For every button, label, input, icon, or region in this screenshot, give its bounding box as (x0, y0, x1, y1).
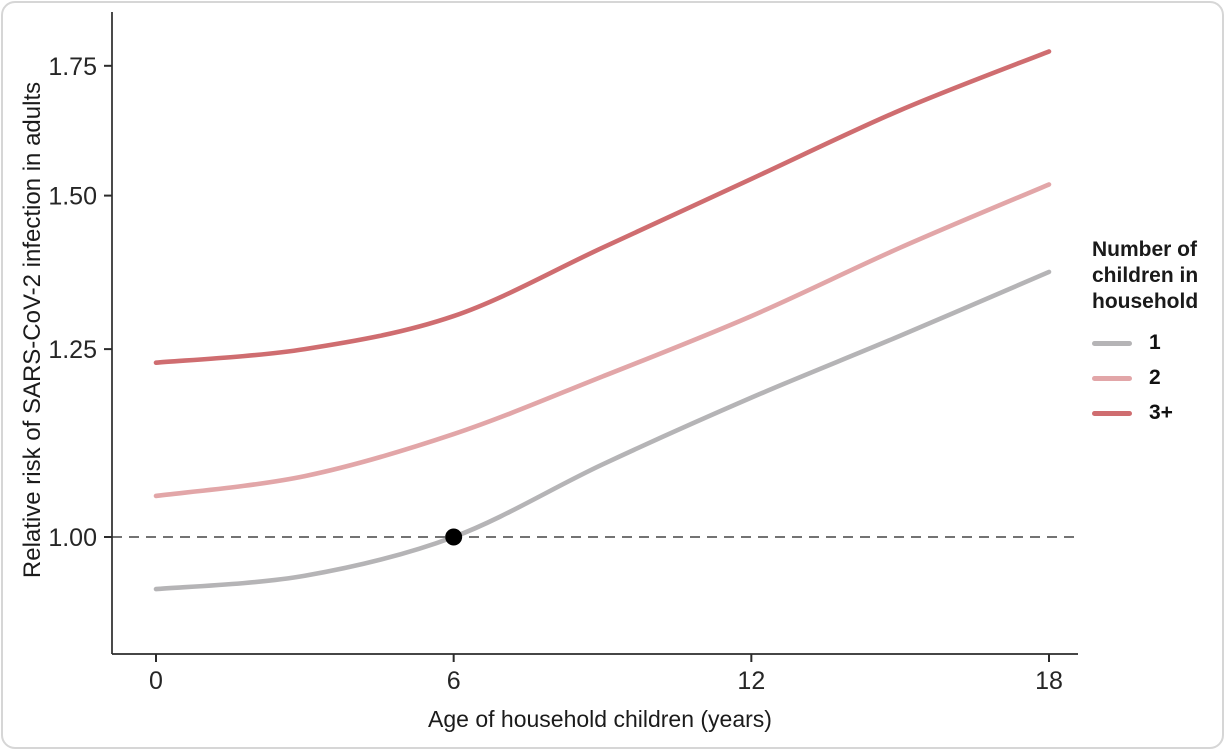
y-tick-label: 1.50 (48, 183, 97, 211)
legend-items: 1 2 3+ (1092, 331, 1222, 425)
legend-item-label: 3+ (1149, 401, 1173, 425)
legend-title: Number of children in household (1092, 238, 1199, 314)
x-tick-label: 18 (1035, 667, 1063, 695)
series-line-1 (153, 269, 1052, 592)
annotation-group (445, 528, 463, 546)
x-tick-label: 0 (149, 667, 163, 695)
series-group (153, 49, 1052, 592)
y-tick-label: 1.00 (48, 524, 97, 552)
legend-item-label: 1 (1149, 331, 1161, 355)
y-tick-label: 1.75 (48, 53, 97, 81)
legend-item-3+: 3+ (1092, 401, 1222, 425)
y-axis-title: Relative risk of SARS-CoV-2 infection in… (19, 81, 46, 579)
series-line-3+ (153, 49, 1052, 365)
legend-swatch (1092, 410, 1132, 416)
y-tick-label: 1.25 (48, 336, 97, 364)
series-line-2 (153, 182, 1052, 499)
x-tick-label: 6 (447, 667, 461, 695)
legend-item-label: 2 (1149, 366, 1161, 390)
x-tick-label: 12 (737, 667, 765, 695)
legend-item-1: 1 (1092, 331, 1222, 355)
legend-item-2: 2 (1092, 366, 1222, 390)
legend-swatch (1092, 340, 1132, 346)
axes-group (104, 12, 1078, 662)
tick-labels-group: 1.00 1.25 1.50 1.75 0 6 12 18 (48, 53, 1063, 695)
legend: Number of children in household 1 2 3+ (1092, 237, 1222, 424)
x-axis-title: Age of household children (years) (428, 706, 772, 732)
legend-swatch (1092, 375, 1132, 381)
intercept-point (445, 528, 463, 546)
